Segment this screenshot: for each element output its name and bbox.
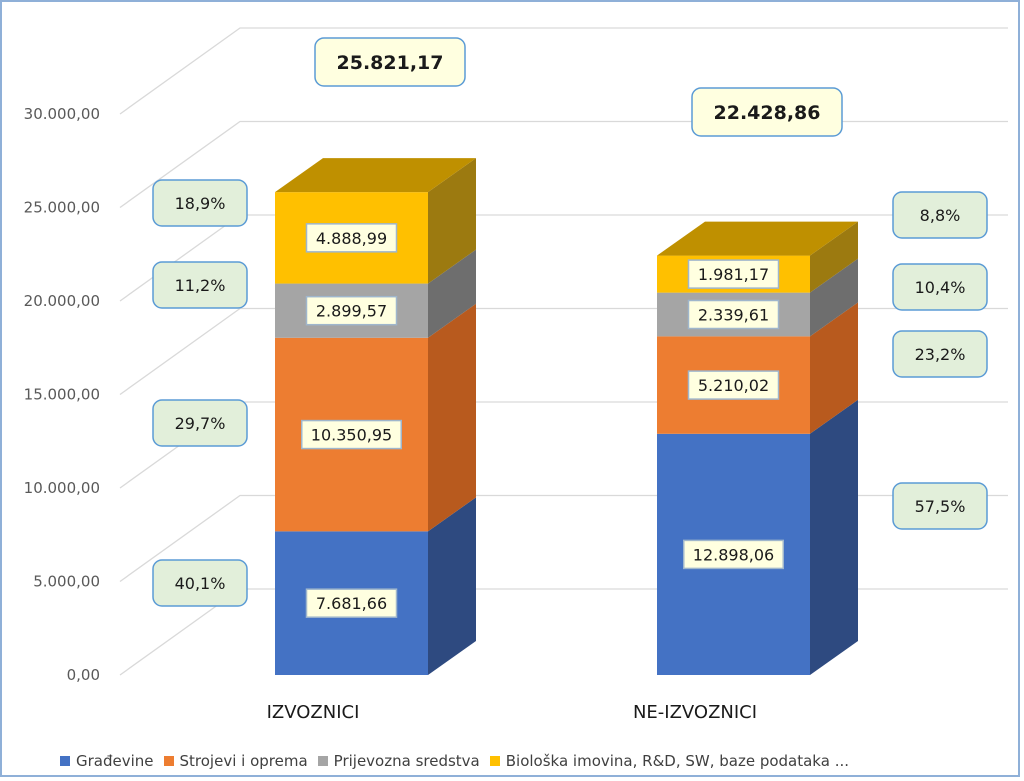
share-callout: 57,5%: [915, 497, 966, 516]
data-label-box: [687, 299, 780, 330]
category-label: IZVOZNICI: [267, 702, 360, 723]
share-callout-box: [152, 261, 248, 309]
bar-segment-side: [810, 302, 858, 434]
share-callout-box: [152, 179, 248, 227]
data-label-box: [305, 588, 398, 618]
data-label-box: [687, 370, 780, 400]
data-label-box: [687, 259, 780, 289]
y-tick-label: 5.000,00: [33, 573, 100, 591]
legend-item: Prijevozna sredstva: [317, 752, 480, 770]
y-tick-label: 15.000,00: [24, 386, 100, 404]
share-callout-box: [892, 330, 988, 378]
legend-label: Strojevi i oprema: [179, 752, 308, 770]
gridline: [119, 120, 1008, 209]
share-callout: 40,1%: [175, 574, 226, 593]
legend-label: Prijevozna sredstva: [333, 752, 480, 770]
share-callout: 29,7%: [175, 414, 226, 433]
share-callout-box: [892, 263, 988, 311]
legend-swatch: [163, 756, 174, 766]
data-label: 1.981,17: [698, 265, 769, 284]
gridline: [119, 27, 1008, 115]
data-label-box: [305, 295, 398, 326]
share-callout: 10,4%: [915, 278, 966, 297]
chart-legend: Građevine Strojevi i oprema Prijevozna sre…: [60, 752, 859, 770]
gridline: [119, 307, 1008, 396]
bar-segment-side: [428, 497, 476, 675]
legend-swatch: [317, 756, 328, 766]
y-tick-label: 25.000,00: [24, 199, 100, 217]
data-label: 4.888,99: [316, 229, 387, 248]
legend-swatch: [60, 756, 70, 766]
y-tick-label: 20.000,00: [24, 292, 100, 310]
data-label: 10.350,95: [311, 426, 392, 445]
gridline: [119, 494, 1008, 583]
data-label-box: [683, 539, 784, 570]
legend-item: Biološka imovina, R&D, SW, baze podataka…: [489, 752, 849, 770]
bar-segment-side: [428, 158, 476, 284]
data-label-box: [305, 223, 398, 253]
legend-item: Građevine: [60, 752, 154, 770]
data-label-box: [301, 419, 402, 450]
share-callout: 8,8%: [920, 206, 961, 225]
y-tick-label: 10.000,00: [24, 479, 100, 497]
y-tick-label: 0,00: [67, 666, 100, 684]
share-callout: 11,2%: [175, 276, 226, 295]
category-label: NE-IZVOZNICI: [633, 702, 757, 723]
bar-segment-side: [428, 303, 476, 532]
share-callout-box: [152, 399, 248, 447]
bar-segment-side: [810, 221, 858, 293]
legend-label: Biološka imovina, R&D, SW, baze podataka…: [505, 752, 849, 770]
data-label: 7.681,66: [316, 594, 387, 613]
bar-segment-side: [810, 399, 858, 675]
share-callout-box: [152, 559, 248, 607]
legend-label: Građevine: [76, 752, 154, 770]
share-callout: 23,2%: [915, 345, 966, 364]
total-callout-box: [314, 37, 466, 87]
legend-item: Strojevi i oprema: [163, 752, 308, 770]
bar-top-face: [657, 221, 858, 256]
total-callout-box: [691, 87, 843, 137]
data-label: 5.210,02: [698, 376, 769, 395]
gridline: [119, 214, 1008, 302]
share-callout-box: [892, 482, 988, 530]
legend-swatch: [489, 756, 500, 766]
gridline: [119, 401, 1008, 489]
share-callout-box: [892, 191, 988, 239]
total-callout: 25.821,17: [337, 52, 444, 74]
bar-top-face: [275, 158, 476, 193]
total-callout: 22.428,86: [714, 102, 821, 124]
data-label: 2.339,61: [698, 306, 769, 325]
bar-segment-side: [810, 258, 858, 337]
data-label: 12.898,06: [693, 545, 774, 564]
y-tick-label: 30.000,00: [24, 105, 100, 123]
bar-segment-side: [428, 249, 476, 338]
data-label: 2.899,57: [316, 302, 387, 321]
gridline: [119, 588, 1008, 676]
share-callout: 18,9%: [175, 194, 226, 213]
